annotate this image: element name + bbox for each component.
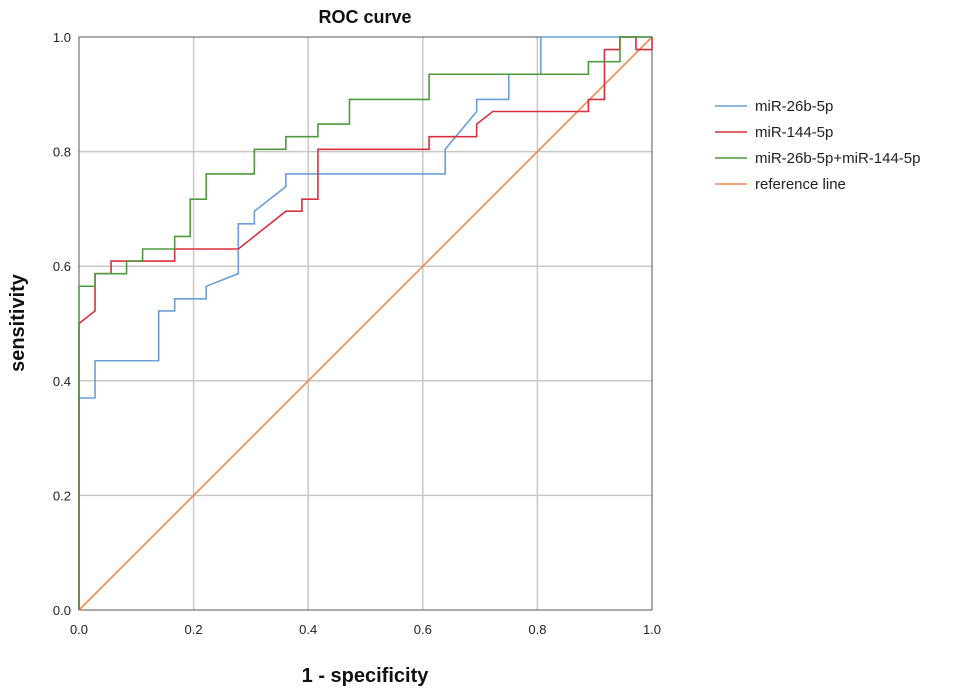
legend-label: miR-26b-5p+miR-144-5p (755, 150, 920, 167)
x-tick-label: 0.2 (185, 622, 203, 637)
x-tick-label: 0.0 (70, 622, 88, 637)
x-tick-label: 1.0 (643, 622, 661, 637)
legend-label: reference line (755, 176, 846, 193)
legend: miR-26b-5p miR-144-5p miR-26b-5p+miR-144-5… (715, 98, 920, 193)
series-line-mir-26b-5p-mir-144-5p (78, 36, 652, 610)
y-axis-label: sensitivity (7, 273, 29, 372)
x-tick-label: 0.8 (528, 622, 546, 637)
y-tick-label: 1.0 (53, 30, 71, 45)
series-line-mir-26b-5p (78, 36, 652, 610)
grid-lines (79, 37, 652, 610)
series-group (78, 36, 653, 611)
x-tick-label: 0.4 (299, 622, 317, 637)
legend-label: miR-26b-5p (755, 98, 833, 115)
y-tick-label: 0.4 (53, 374, 71, 389)
chart-title: ROC curve (318, 7, 411, 27)
x-tick-label: 0.6 (414, 622, 432, 637)
y-tick-label: 0.2 (53, 488, 71, 503)
series-line-reference-line (78, 36, 653, 611)
y-tick-label: 0.6 (53, 259, 71, 274)
y-tick-labels: 0.0 0.2 0.4 0.6 0.8 1.0 (53, 30, 71, 618)
y-tick-label: 0.0 (53, 603, 71, 618)
x-axis-label: 1 - specificity (302, 665, 430, 687)
y-tick-label: 0.8 (53, 145, 71, 160)
x-tick-labels: 0.0 0.2 0.4 0.6 0.8 1.0 (70, 622, 661, 637)
legend-label: miR-144-5p (755, 124, 833, 141)
